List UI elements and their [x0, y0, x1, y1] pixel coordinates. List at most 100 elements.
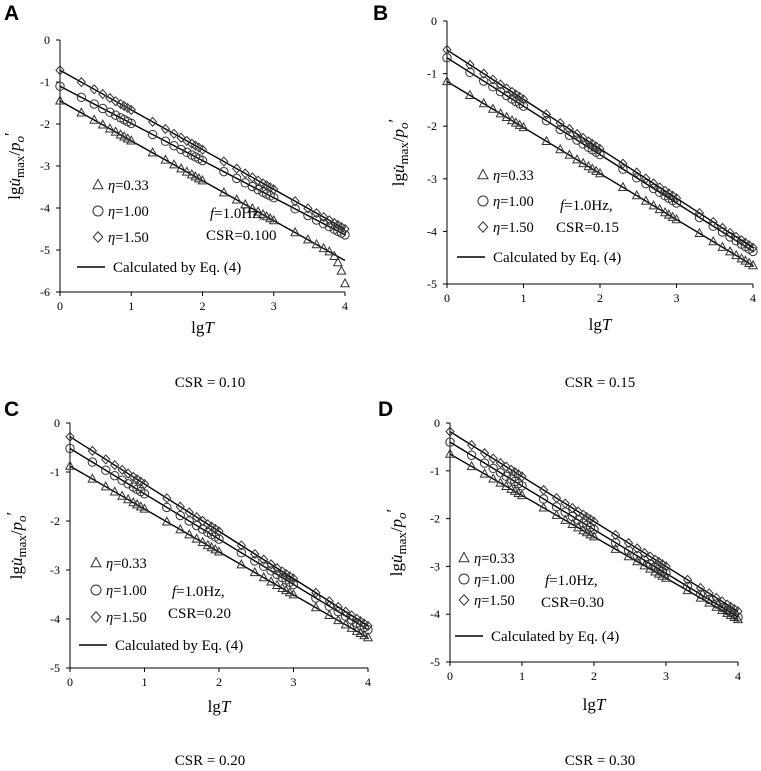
y-tick-label: 0: [431, 14, 437, 28]
data-point-triangle: [231, 194, 242, 204]
data-point-diamond: [169, 128, 179, 139]
data-point-diamond: [266, 559, 276, 570]
data-point-triangle: [578, 157, 589, 168]
data-point-triangle: [695, 592, 706, 602]
x-tick-label: 4: [750, 291, 756, 305]
data-point-triangle: [740, 255, 751, 265]
data-point-diamond: [717, 222, 728, 234]
data-point-diamond: [623, 537, 634, 549]
legend-note-frequency: f=1.0Hz,: [545, 573, 598, 589]
data-point-diamond: [340, 606, 351, 617]
data-point-triangle: [87, 473, 98, 483]
panel-letter-c: C: [4, 398, 20, 421]
data-point-diamond: [87, 445, 98, 457]
data-point-circle: [479, 458, 490, 468]
data-point-diamond: [578, 132, 588, 144]
data-point-diamond: [147, 116, 158, 127]
data-point-circle: [610, 538, 621, 548]
legend-label-circle: η=1.00: [108, 204, 149, 220]
data-point-diamond: [744, 240, 754, 251]
data-point-diamond: [564, 123, 575, 135]
data-point-triangle: [181, 166, 192, 176]
data-point-triangle: [645, 563, 656, 573]
data-point-circle: [632, 173, 642, 183]
data-point-triangle: [132, 499, 143, 509]
data-point-triangle: [277, 582, 288, 592]
data-point-triangle: [588, 531, 600, 541]
data-point-circle: [445, 437, 455, 447]
data-point-circle: [479, 76, 489, 86]
data-point-diamond: [55, 65, 65, 76]
data-point-triangle: [659, 206, 671, 217]
data-point-triangle: [663, 209, 674, 219]
x-tick-label: 0: [444, 291, 450, 305]
data-point-triangle: [109, 486, 120, 496]
data-point-triangle: [64, 460, 76, 470]
data-point-diamond: [160, 123, 171, 135]
data-point-diamond: [197, 144, 208, 155]
chart-panel-c: 0 -1 -2 -3 -4 -5 0 1 2 3 4 lgT lgu̇max/po′ η=0.33 η=1.…: [3, 416, 374, 716]
caption-panel-b: CSR = 0.15: [564, 375, 636, 391]
data-point-circle: [219, 166, 229, 177]
data-point-triangle: [510, 117, 521, 127]
legend-note-frequency: f=1.0Hz,: [210, 206, 263, 222]
legend-marker-triangle: [477, 168, 489, 180]
data-point-diamond: [259, 554, 269, 565]
data-point-triangle: [97, 119, 108, 129]
data-point-triangle: [717, 241, 728, 251]
legend-label-diamond: η=1.50: [474, 593, 515, 609]
data-point-circle: [311, 593, 321, 603]
data-point-diamond: [704, 588, 714, 599]
data-point-circle: [123, 479, 133, 489]
data-point-triangle: [324, 609, 335, 619]
data-point-triangle: [359, 629, 370, 640]
data-point-circle: [214, 534, 224, 544]
data-point-circle: [541, 116, 552, 126]
legend-note-frequency: f=1.0Hz,: [560, 198, 613, 214]
data-point-triangle: [623, 550, 634, 561]
data-point-diamond: [253, 175, 263, 186]
data-point-diamond: [645, 551, 655, 562]
legend-note-csr: CSR=0.15: [556, 220, 619, 236]
data-point-diamond: [573, 506, 583, 517]
x-axis-label: lgT: [191, 318, 215, 337]
data-point-circle: [288, 579, 299, 590]
data-point-diamond: [618, 158, 628, 169]
x-tick-label: 2: [591, 669, 597, 683]
data-point-circle: [618, 164, 628, 174]
data-point-diamond: [711, 592, 722, 604]
data-point-circle: [232, 173, 242, 184]
legend-marker-circle: [477, 195, 489, 207]
data-point-diamond: [98, 88, 108, 100]
data-point-circle: [98, 103, 108, 114]
data-point-triangle: [346, 622, 357, 632]
data-point-diamond: [671, 193, 682, 204]
data-point-diamond: [182, 135, 192, 147]
data-point-circle: [311, 215, 322, 225]
data-point-triangle: [610, 543, 621, 553]
legend-marker-diamond: [90, 611, 102, 623]
data-point-triangle: [339, 277, 351, 288]
data-point-triangle: [631, 189, 642, 200]
data-point-triangle: [441, 75, 453, 86]
data-point-diamond: [466, 439, 477, 451]
legend-note-csr: CSR=0.100: [206, 228, 277, 244]
data-point-triangle: [671, 213, 682, 224]
data-point-diamond: [567, 502, 578, 514]
data-point-circle: [65, 443, 75, 454]
data-point-triangle: [560, 514, 571, 524]
y-tick-label: -4: [40, 201, 50, 215]
y-axis-label: lgu̇max/po′: [1, 132, 27, 200]
data-point-diamond: [184, 507, 194, 518]
data-point-circle: [488, 463, 498, 474]
data-point-triangle: [240, 198, 251, 209]
x-tick-label: 2: [216, 675, 222, 689]
data-point-circle: [147, 129, 158, 140]
data-point-diamond: [126, 104, 136, 116]
data-point-circle: [176, 144, 186, 155]
data-point-triangle: [336, 265, 347, 275]
data-point-diamond: [442, 44, 452, 56]
data-point-circle: [466, 450, 477, 460]
data-point-triangle: [191, 533, 202, 543]
data-point-triangle: [213, 546, 225, 556]
